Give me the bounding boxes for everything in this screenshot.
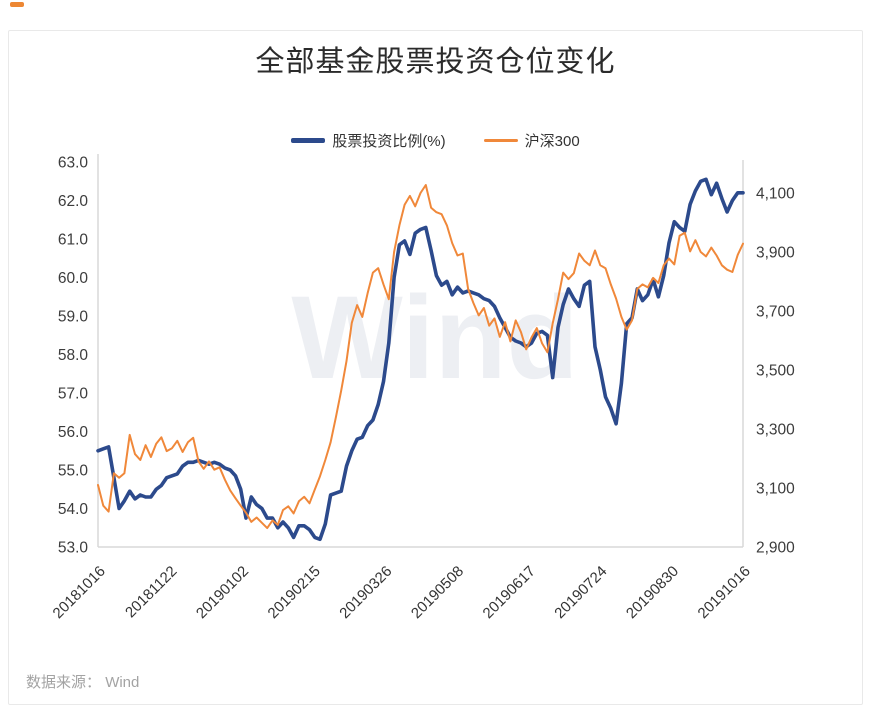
y-axis-left-tick-label: 58.0 [58, 347, 89, 364]
top-left-accent [10, 2, 24, 7]
series-line-hs300 [97, 184, 744, 530]
y-axis-right-tick-label: 3,700 [756, 303, 795, 320]
y-axis-left-tick-label: 60.0 [58, 270, 89, 287]
x-axis-tick-label: 20190617 [480, 563, 539, 622]
y-axis-left-tick-label: 55.0 [58, 463, 89, 480]
y-axis-right-tick-label: 3,300 [756, 421, 795, 438]
y-axis-right-tick-label: 4,100 [756, 185, 795, 202]
y-axis-left-tick-label: 53.0 [58, 540, 89, 557]
x-axis-tick-label: 20190102 [193, 563, 252, 622]
chart-card [8, 30, 863, 705]
y-axis-left-tick-label: 54.0 [58, 501, 89, 518]
y-axis-left-tick-label: 62.0 [58, 193, 89, 210]
y-axis-right-tick-label: 3,100 [756, 480, 795, 497]
y-axis-left-tick-label: 56.0 [58, 424, 89, 441]
y-axis-right-tick-label: 3,500 [756, 362, 795, 379]
x-axis-tick-label: 20190215 [265, 563, 324, 622]
x-axis-tick-label: 20181016 [50, 563, 109, 622]
y-axis-left-tick-label: 57.0 [58, 386, 89, 403]
x-axis-tick-label: 20190830 [623, 563, 682, 622]
data-source: 数据来源： Wind [26, 671, 139, 692]
legend-swatch-stock-ratio [291, 138, 326, 143]
y-axis-left-tick-label: 61.0 [58, 232, 89, 249]
legend-swatch-hs300 [483, 139, 518, 142]
y-axis-right-tick-label: 3,900 [756, 244, 795, 261]
chart-legend: 股票投资比例(%) 沪深300 [0, 130, 871, 151]
x-axis-tick-label: 20181122 [122, 563, 180, 621]
legend-label-stock-ratio: 股票投资比例(%) [332, 133, 446, 150]
x-axis-tick-label: 20190724 [551, 563, 610, 622]
x-axis-tick-label: 20191016 [695, 563, 754, 622]
y-axis-left-tick-label: 59.0 [58, 309, 89, 326]
data-source-label: 数据来源： [26, 674, 102, 691]
y-axis-right-tick-label: 2,900 [756, 540, 795, 557]
y-axis-left-tick-label: 63.0 [58, 155, 89, 172]
x-axis-tick-label: 20190508 [408, 563, 467, 622]
x-axis-tick-label: 20190326 [336, 563, 395, 622]
legend-item-hs300: 沪深300 [483, 130, 580, 151]
chart-title: 全部基金股票投资仓位变化 [255, 46, 616, 78]
legend-item-stock-ratio: 股票投资比例(%) [291, 130, 446, 151]
legend-label-hs300: 沪深300 [524, 133, 580, 150]
data-source-value: Wind [105, 674, 140, 691]
